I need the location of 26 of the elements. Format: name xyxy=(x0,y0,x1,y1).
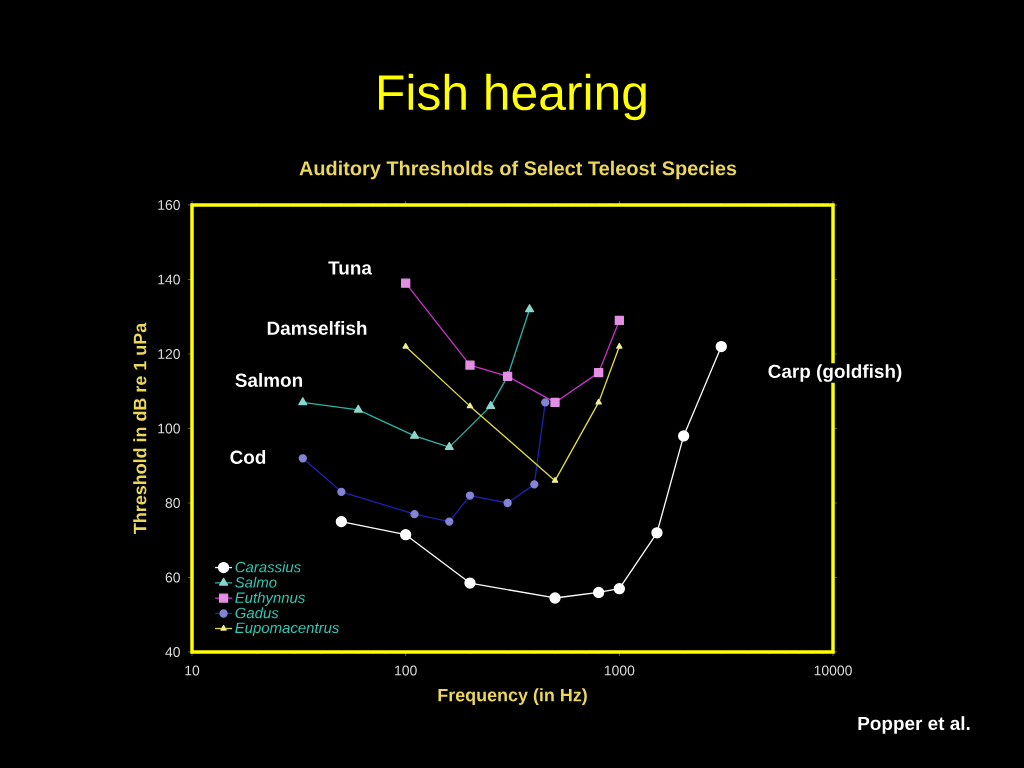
legend-label: Gadus xyxy=(235,607,279,619)
y-axis-title: Threshold in dB re 1 uPa xyxy=(133,322,147,534)
annotation: Damselfish xyxy=(267,321,367,335)
x-tick-label: 10 xyxy=(185,665,200,676)
y-tick-label: 40 xyxy=(165,647,180,657)
annotation: Cod xyxy=(230,450,266,464)
y-tick-label: 60 xyxy=(165,572,180,583)
legend-label: Salmo xyxy=(235,576,277,588)
y-tick-label: 160 xyxy=(158,200,180,210)
y-tick-label: 140 xyxy=(158,274,180,285)
chart-subtitle: Auditory Thresholds of Select Teleost Species xyxy=(299,160,737,180)
y-tick-label: 100 xyxy=(158,423,180,434)
x-tick-label: 10000 xyxy=(814,665,852,676)
x-axis-title: Frequency (in Hz) xyxy=(438,688,587,705)
text: Popper et al. xyxy=(858,716,970,734)
x-tick-label: 1000 xyxy=(604,665,635,676)
legend-label: Euthynnus xyxy=(235,592,306,606)
annotation: Tuna xyxy=(328,261,373,275)
legend-label: Carassius xyxy=(235,561,301,573)
legend-label: Eupomacentrus xyxy=(235,622,340,636)
y-tick-label: 80 xyxy=(165,498,180,508)
y-tick-label: 120 xyxy=(158,349,180,359)
chart-title: Fish hearing xyxy=(379,73,646,121)
annotation: Carp (goldfish) xyxy=(768,364,902,382)
annotation: Salmon xyxy=(235,373,303,387)
x-tick-label: 100 xyxy=(395,665,417,676)
